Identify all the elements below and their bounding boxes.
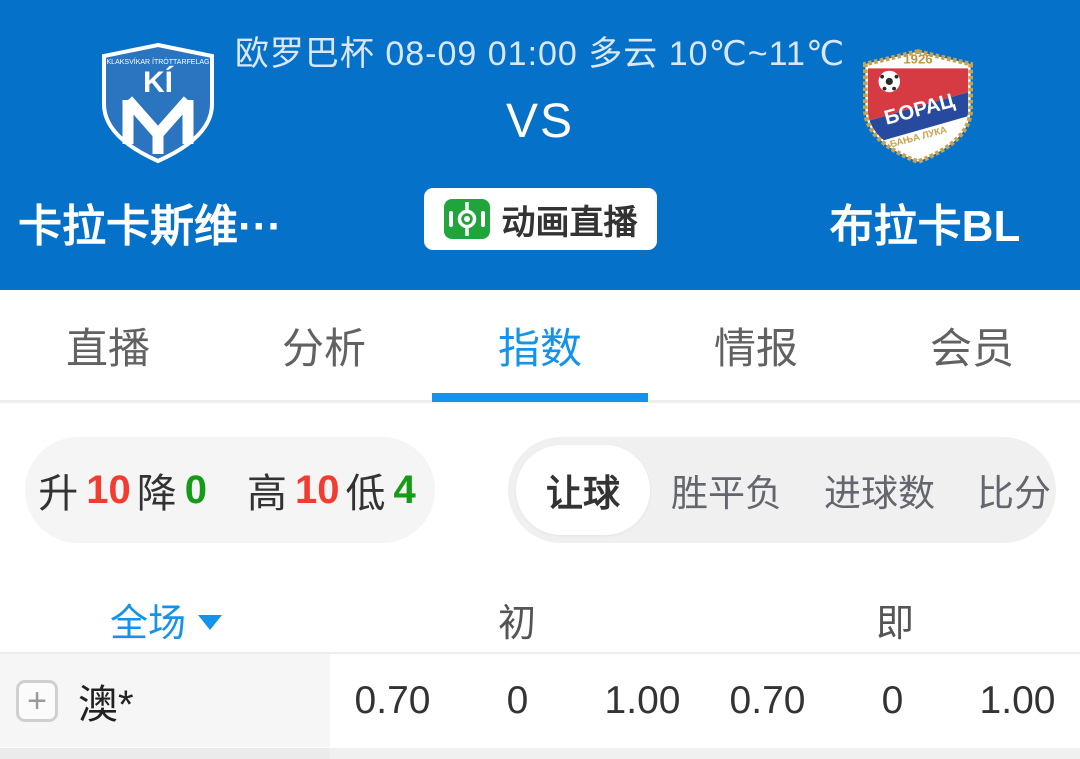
next-row-partial: [0, 748, 1080, 759]
fall-label: 降: [136, 472, 177, 516]
away-team-name: 布拉卡BL: [829, 202, 1021, 251]
odds-movement-summary: 升 10 降 0 高 10 低 4: [25, 437, 435, 543]
market-tab-score[interactable]: 比分: [956, 463, 1072, 517]
match-header: 欧罗巴杯 08-09 01:00 多云 10℃~11℃ KLAKSVÍKAR Í…: [0, 0, 1080, 290]
vs-label: VS: [505, 95, 575, 148]
market-tab-handicap-label: 让球: [546, 473, 620, 514]
low-label: 低: [345, 472, 386, 516]
tab-intel[interactable]: 情报: [648, 290, 864, 400]
market-tab-score-label: 比分: [977, 473, 1051, 514]
tab-intel-label: 情报: [713, 324, 798, 372]
tab-odds-label: 指数: [497, 324, 582, 372]
tab-member[interactable]: 会员: [864, 290, 1080, 400]
column-header-live: 即: [875, 603, 914, 645]
period-dropdown[interactable]: 全场: [110, 592, 223, 647]
market-tab-goals-label: 进球数: [824, 473, 935, 514]
market-type-segmented-control: 让球 胜平负 进球数 比分: [508, 437, 1056, 543]
bookmaker-name: 澳*: [78, 682, 134, 727]
animated-live-label: 动画直播: [501, 203, 638, 242]
live-away-odds: 1.00: [979, 678, 1056, 722]
rise-label: 升: [38, 472, 79, 516]
main-tabbar: 直播 分析 指数 情报 会员: [0, 290, 1080, 403]
tab-analysis-label: 分析: [281, 324, 366, 372]
away-team-crest-icon: БОРАЦ БАЊА ЛУКА 1926: [862, 49, 974, 165]
svg-text:KLAKSVÍKAR ÍTRÓTTARFELAG: KLAKSVÍKAR ÍTRÓTTARFELAG: [107, 57, 210, 66]
tab-live-label: 直播: [65, 324, 150, 372]
odds-table-row: + 澳* 0.70 0 1.00 0.70 0 1.00: [0, 652, 1080, 747]
bookmaker-cell: + 澳*: [0, 654, 330, 747]
high-label: 高: [247, 472, 287, 516]
rise-value: 10: [86, 467, 131, 512]
tab-live[interactable]: 直播: [0, 290, 216, 400]
home-team-crest-icon: KLAKSVÍKAR ÍTRÓTTARFELAG KÍ: [102, 42, 214, 164]
odds-values: 0.70 0 1.00 0.70 0 1.00: [330, 654, 1080, 747]
home-team-name: 卡拉卡斯维···: [18, 202, 282, 251]
pitch-icon: [443, 199, 490, 239]
live-handicap: 0: [881, 678, 904, 722]
match-meta: 欧罗巴杯 08-09 01:00 多云 10℃~11℃: [234, 35, 846, 73]
tab-member-label: 会员: [929, 324, 1014, 372]
market-tab-goals[interactable]: 进球数: [803, 463, 956, 517]
high-value: 10: [295, 467, 340, 512]
svg-text:KÍ: KÍ: [143, 65, 174, 99]
home-team-logo: KLAKSVÍKAR ÍTRÓTTARFELAG KÍ: [94, 42, 222, 169]
tab-analysis[interactable]: 分析: [216, 290, 432, 400]
fall-value: 0: [184, 467, 207, 512]
column-header-initial: 初: [497, 603, 536, 645]
chevron-down-icon: [198, 615, 223, 630]
live-home-odds: 0.70: [729, 678, 806, 722]
market-tab-1x2-label: 胜平负: [671, 473, 782, 514]
tab-odds[interactable]: 指数: [432, 290, 648, 402]
initial-home-odds: 0.70: [354, 678, 431, 722]
active-tab-underline: [432, 393, 648, 402]
next-row-bookmaker-partial: [0, 748, 330, 759]
market-tab-1x2[interactable]: 胜平负: [650, 463, 803, 517]
low-value: 4: [393, 467, 416, 512]
svg-text:1926: 1926: [903, 52, 932, 67]
expand-row-button[interactable]: +: [16, 679, 58, 722]
away-team-logo: БОРАЦ БАЊА ЛУКА 1926: [852, 42, 984, 169]
initial-away-odds: 1.00: [604, 678, 681, 722]
period-dropdown-label: 全场: [110, 603, 187, 645]
initial-handicap: 0: [506, 678, 529, 722]
animated-live-button[interactable]: 动画直播: [424, 188, 657, 250]
market-tab-handicap[interactable]: 让球: [516, 445, 650, 535]
